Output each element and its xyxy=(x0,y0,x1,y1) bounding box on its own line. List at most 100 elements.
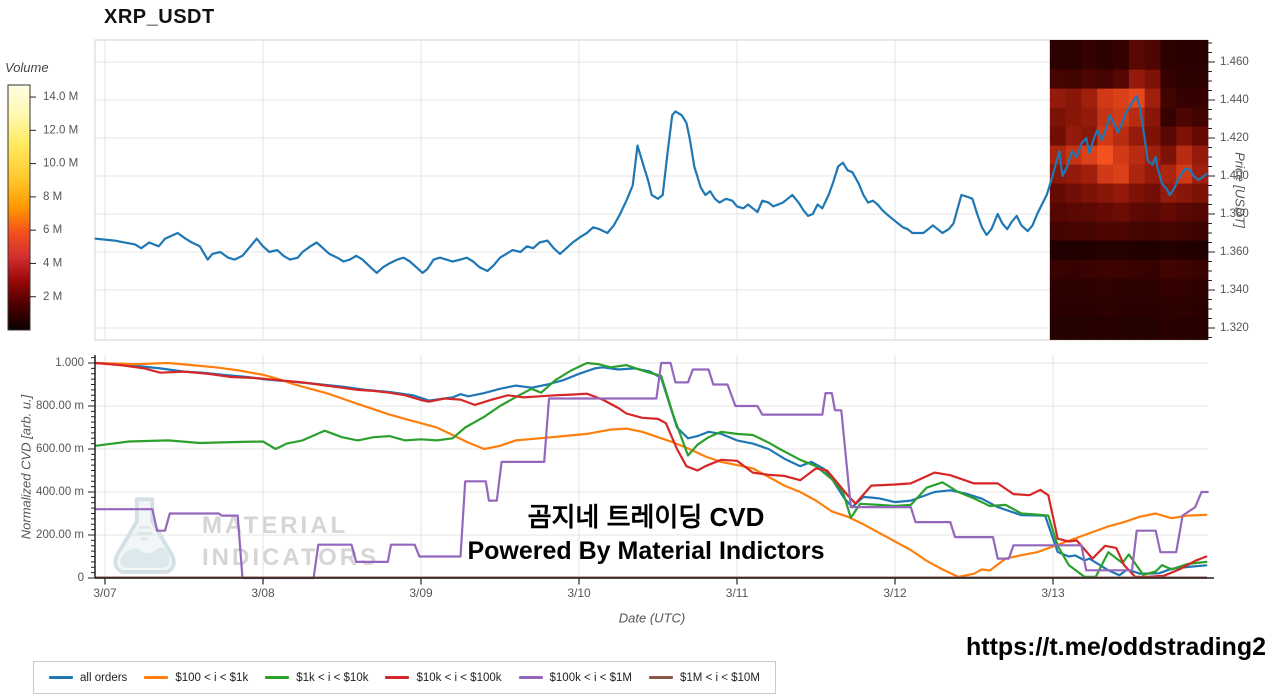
flask-icon xyxy=(100,494,192,589)
heatmap-cell xyxy=(1097,183,1114,204)
legend-label: $1M < i < $10M xyxy=(680,671,760,684)
heatmap-cell xyxy=(1176,126,1193,147)
heatmap-cell xyxy=(1097,278,1114,299)
heatmap-cell xyxy=(1081,259,1098,280)
heatmap-cell xyxy=(1049,126,1067,147)
heatmap-cell xyxy=(1160,107,1177,128)
heatmap-cell xyxy=(1097,202,1114,223)
date-tick-label: 3/13 xyxy=(1041,586,1065,600)
telegram-url[interactable]: https://t.me/oddstrading2 xyxy=(966,633,1266,661)
heatmap-cell xyxy=(1049,202,1067,223)
heatmap-cell xyxy=(1081,221,1098,242)
heatmap-cell xyxy=(1113,88,1130,109)
heatmap-cell xyxy=(1144,69,1161,90)
heatmap-cell xyxy=(1081,316,1098,340)
heatmap-cell xyxy=(1113,69,1130,90)
heatmap-cell xyxy=(1128,316,1146,340)
heatmap-cell xyxy=(1144,297,1161,318)
heatmap-cell xyxy=(1176,240,1193,261)
heatmap-cell xyxy=(1065,221,1082,242)
cvd-tick-label: 200.00 m xyxy=(36,529,84,541)
heatmap-cell xyxy=(1065,164,1082,185)
heatmap-cell xyxy=(1113,259,1130,280)
colorbar-tick-label: 2 M xyxy=(43,291,62,303)
legend-item-10k-i-100k: $10k < i < $100k xyxy=(385,672,502,684)
heatmap-cell xyxy=(1160,240,1177,261)
heatmap-cell xyxy=(1160,164,1177,185)
colorbar-tick-label: 4 M xyxy=(43,257,62,269)
page-title: XRP_USDT xyxy=(104,6,215,28)
cvd-axis-title: Normalized CVD [arb. u.] xyxy=(18,394,34,540)
heatmap-cell xyxy=(1160,69,1177,90)
heatmap-cell xyxy=(1065,278,1082,299)
legend-label: all orders xyxy=(80,671,128,684)
heatmap-cell xyxy=(1144,126,1161,147)
heatmap-cell xyxy=(1065,240,1082,261)
heatmap-cell xyxy=(1144,164,1161,185)
legend-swatch-1k-i-10k xyxy=(265,676,290,679)
heatmap-cell xyxy=(1192,107,1209,128)
volume-axis-title: Volume xyxy=(5,60,49,75)
heatmap-cell xyxy=(1176,221,1193,242)
heatmap-cell xyxy=(1113,297,1130,318)
heatmap-cell xyxy=(1128,126,1146,147)
heatmap-cell xyxy=(1081,297,1098,318)
heatmap-cell xyxy=(1160,88,1177,109)
heatmap-cell xyxy=(1192,145,1209,166)
legend-swatch-100-i-1k xyxy=(144,676,169,679)
heatmap-cell xyxy=(1176,145,1193,166)
legend-item-all-orders: all orders xyxy=(49,672,127,684)
heatmap-cell xyxy=(1192,221,1209,242)
heatmap-cell xyxy=(1081,202,1098,223)
price-tick-label: 1.320 xyxy=(1220,322,1249,334)
cvd-tick-label: 400.00 m xyxy=(36,486,84,498)
series-100-i-1k xyxy=(94,361,1208,579)
heatmap-cell xyxy=(1176,88,1193,109)
legend-swatch-100k-i-1m xyxy=(518,676,543,679)
heatmap-cell xyxy=(1113,278,1130,299)
heatmap-cell xyxy=(1128,183,1146,204)
heatmap-cell xyxy=(1065,69,1082,90)
date-tick-label: 3/09 xyxy=(409,586,433,600)
price-line xyxy=(94,95,1208,274)
heatmap-cell xyxy=(1049,88,1067,109)
date-tick-label: 3/07 xyxy=(93,586,117,600)
heatmap-cell xyxy=(1065,316,1082,340)
heatmap-cell xyxy=(1144,40,1161,71)
heatmap-cell xyxy=(1081,69,1098,90)
price-tick-label: 1.340 xyxy=(1220,284,1249,296)
volume-colorbar: 14.0 M 12.0 M 10.0 M 8 M 6 M 4 M 2 M xyxy=(7,84,78,331)
legend-label: $100 < i < $1k xyxy=(175,671,249,684)
heatmap-cell xyxy=(1128,164,1146,185)
heatmap-cell xyxy=(1160,126,1177,147)
heatmap-cell xyxy=(1160,221,1177,242)
heatmap-cell xyxy=(1113,145,1130,166)
heatmap-cell xyxy=(1081,240,1098,261)
heatmap-cell xyxy=(1065,202,1082,223)
cvd-tick-label: 600.00 m xyxy=(36,443,84,455)
heatmap-cell xyxy=(1097,316,1114,340)
heatmap-cell xyxy=(1176,107,1193,128)
heatmap-cell xyxy=(1097,297,1114,318)
heatmap-cell xyxy=(1144,202,1161,223)
heatmap-cell xyxy=(1097,221,1114,242)
heatmap-cell xyxy=(1081,40,1098,71)
date-axis-title: Date (UTC) xyxy=(618,610,686,626)
heatmap-cell xyxy=(1065,88,1082,109)
heatmap-cell xyxy=(1097,69,1114,90)
price-tick-label: 1.380 xyxy=(1220,208,1249,220)
date-tick-label: 3/08 xyxy=(251,586,275,600)
heatmap-cell xyxy=(1192,259,1209,280)
price-tick-label: 1.440 xyxy=(1220,94,1249,106)
heatmap-cell xyxy=(1065,107,1082,128)
series-100k-i-1m xyxy=(94,361,1209,580)
heatmap-cell xyxy=(1176,164,1193,185)
heatmap-cell xyxy=(1144,107,1161,128)
heatmap-cell xyxy=(1113,183,1130,204)
price-chart: 1.460 1.440 1.420 1.400 1.380 1.360 1.340 1.320 xyxy=(94,39,1249,341)
liquidity-heatmap xyxy=(1049,40,1209,340)
heatmap-cell xyxy=(1049,240,1067,261)
heatmap-cell xyxy=(1081,183,1098,204)
colorbar-tick-label: 10.0 M xyxy=(43,158,78,170)
